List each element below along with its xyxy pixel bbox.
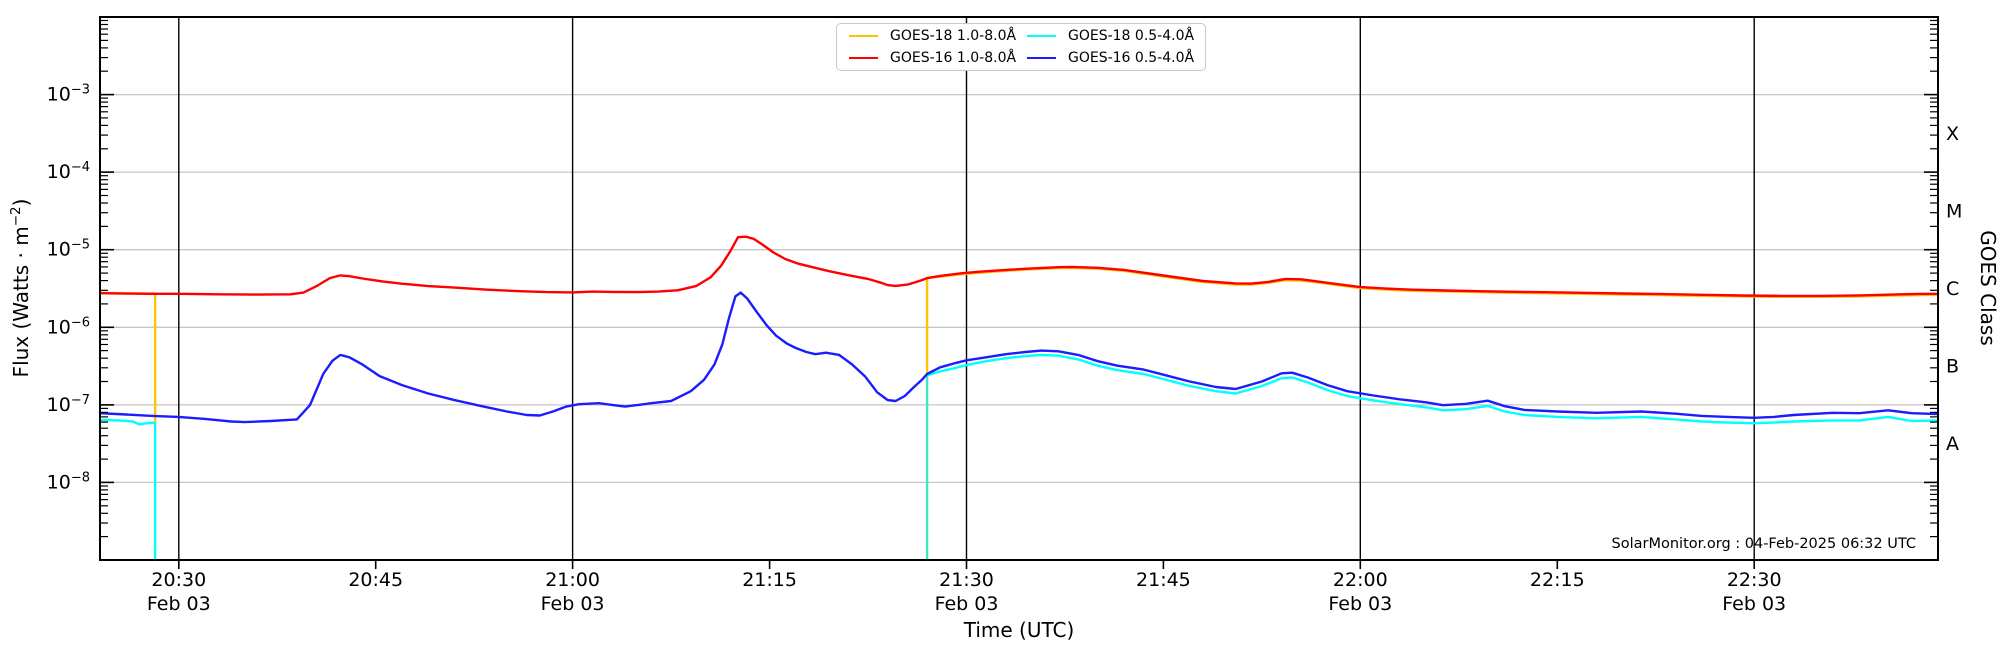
x-tick-label: 20:45 — [348, 569, 403, 591]
x-tick-date-label: Feb 03 — [541, 593, 605, 615]
class-label-C: C — [1946, 278, 1959, 300]
class-label-A: A — [1946, 433, 1959, 455]
legend-item-goes16-short: GOES-16 0.5-4.0Å — [1021, 47, 1199, 69]
x-tick-label: 21:30 — [939, 569, 994, 591]
legend-item-goes18-short: GOES-18 0.5-4.0Å — [1021, 25, 1199, 47]
x-tick-label: 22:15 — [1530, 569, 1585, 591]
class-label-M: M — [1946, 200, 1962, 222]
legend-swatch-goes16-short — [1027, 56, 1056, 60]
x-tick-label: 20:30 — [151, 569, 206, 591]
x-tick-label: 22:00 — [1333, 569, 1388, 591]
class-label-X: X — [1946, 123, 1959, 145]
legend-label: GOES-18 1.0-8.0Å — [890, 28, 1017, 44]
legend: GOES-18 1.0-8.0Å GOES-16 1.0-8.0Å GOES-1… — [836, 23, 1206, 71]
class-label-B: B — [1946, 356, 1959, 378]
y-tick-label: 10−5 — [47, 238, 90, 261]
legend-label: GOES-16 1.0-8.0Å — [890, 50, 1017, 66]
legend-swatch-goes18-short — [1027, 34, 1056, 38]
legend-swatch-goes16-long — [849, 56, 878, 60]
x-tick-label: 21:00 — [545, 569, 600, 591]
x-tick-label: 22:30 — [1727, 569, 1782, 591]
series-goes18-short-pre-gap — [98, 418, 157, 560]
legend-item-goes16-long: GOES-16 1.0-8.0Å — [843, 47, 1021, 69]
legend-item-goes18-long: GOES-18 1.0-8.0Å — [843, 25, 1021, 47]
series-goes18-long-pre-gap — [98, 291, 157, 428]
legend-label: GOES-16 0.5-4.0Å — [1068, 50, 1195, 66]
series-goes18-short-post — [925, 353, 1940, 425]
series-goes16-short — [98, 291, 1940, 424]
legend-swatch-goes18-long — [849, 34, 878, 38]
plot-frame — [99, 16, 1939, 561]
x-tick-date-label: Feb 03 — [935, 593, 999, 615]
y-tick-label: 10−4 — [47, 160, 90, 183]
y-tick-label: 10−7 — [47, 393, 90, 416]
series-goes16-long — [98, 235, 1940, 298]
source-timestamp-annotation: SolarMonitor.org : 04-Feb-2025 06:32 UTC — [1611, 536, 1916, 552]
right-axis-title: GOES Class — [1976, 230, 2000, 346]
x-tick-label: 21:45 — [1136, 569, 1191, 591]
x-tick-label: 21:15 — [742, 569, 797, 591]
x-axis-title: Time (UTC) — [963, 618, 1075, 642]
y-axis-title: Flux (Watts · m−2) — [8, 199, 33, 378]
legend-label: GOES-18 0.5-4.0Å — [1068, 28, 1195, 44]
x-tick-date-label: Feb 03 — [1722, 593, 1786, 615]
y-tick-label: 10−3 — [47, 83, 90, 106]
x-tick-date-label: Feb 03 — [1328, 593, 1392, 615]
y-tick-label: 10−8 — [47, 470, 90, 493]
y-tick-label: 10−6 — [47, 315, 90, 338]
x-tick-date-label: Feb 03 — [147, 593, 211, 615]
series-goes18-long-post — [925, 266, 1940, 376]
